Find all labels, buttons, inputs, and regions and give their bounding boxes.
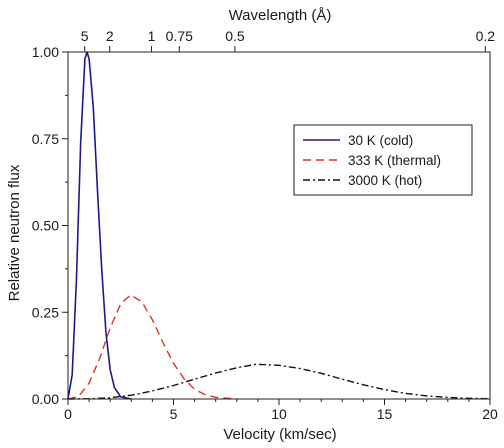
top-tick-label: 0.5	[225, 28, 245, 44]
y-axis-title: Relative neutron flux	[6, 164, 23, 301]
x-tick-label: 20	[482, 406, 498, 422]
top-tick-label: 0.75	[166, 28, 193, 44]
legend-label-3: 3000 K (hot)	[348, 173, 422, 188]
y-tick-label: 1.00	[32, 44, 59, 60]
y-tick-label: 0.25	[32, 304, 59, 320]
axis-ticks: 0 5 10 15 20 0.00 0.25 0.50 0.75 1.00 5 2 1 0.75 0.5 0.…	[32, 28, 498, 422]
series-line-3	[67, 363, 491, 400]
legend-label-2: 333 K (thermal)	[348, 153, 441, 168]
series-layer	[67, 51, 491, 400]
legend: 30 K (cold) 333 K (thermal) 3000 K (hot)	[293, 124, 473, 196]
top-tick-label: 5	[81, 28, 89, 44]
y-tick-label: 0.00	[32, 391, 59, 407]
x-tick-label: 5	[170, 406, 178, 422]
y-tick-label: 0.50	[32, 218, 59, 234]
top-tick-label: 2	[106, 28, 114, 44]
y-tick-label: 0.75	[32, 131, 59, 147]
plot-frame	[67, 51, 491, 400]
legend-label-1: 30 K (cold)	[348, 133, 413, 148]
top-axis-title: Wavelength (Å)	[229, 7, 332, 24]
series-line-2	[67, 294, 237, 400]
x-axis-title: Velocity (km/sec)	[223, 426, 336, 443]
x-tick-label: 15	[377, 406, 393, 422]
x-tick-label: 0	[64, 406, 72, 422]
top-tick-label: 0.2	[476, 28, 496, 44]
top-tick-label: 1	[148, 28, 156, 44]
series-line-1	[67, 51, 132, 400]
x-tick-label: 10	[271, 406, 287, 422]
